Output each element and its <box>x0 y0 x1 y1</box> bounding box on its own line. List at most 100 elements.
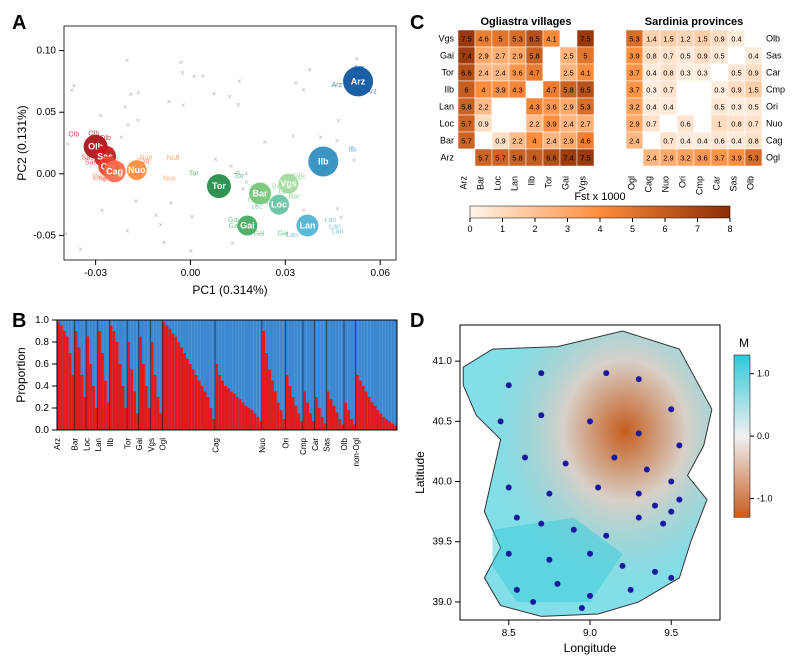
svg-text:×: × <box>200 72 205 81</box>
svg-text:0.6: 0.6 <box>714 136 724 145</box>
svg-text:4.6: 4.6 <box>580 136 590 145</box>
svg-text:3.6: 3.6 <box>546 102 556 111</box>
svg-text:×: × <box>123 103 128 112</box>
svg-text:×: × <box>169 199 174 208</box>
svg-text:Olb: Olb <box>766 34 780 44</box>
svg-text:PC2 (0.131%): PC2 (0.131%) <box>15 105 29 180</box>
svg-text:0.9: 0.9 <box>748 68 758 77</box>
svg-text:3.9: 3.9 <box>546 119 556 128</box>
svg-text:1.0: 1.0 <box>757 369 770 379</box>
svg-text:Olb: Olb <box>68 132 79 139</box>
svg-text:Vgs: Vgs <box>147 438 156 452</box>
svg-text:3.2: 3.2 <box>680 153 690 162</box>
svg-text:Cag: Cag <box>211 438 220 453</box>
svg-text:Proportion: Proportion <box>14 347 28 402</box>
svg-text:Lan: Lan <box>510 176 520 191</box>
svg-text:×: × <box>179 58 184 67</box>
svg-text:5: 5 <box>583 51 587 60</box>
svg-text:2.2: 2.2 <box>478 102 488 111</box>
svg-text:Olb: Olb <box>340 437 349 450</box>
svg-text:Arz: Arz <box>441 153 455 163</box>
svg-text:×: × <box>190 213 195 222</box>
svg-text:Tor: Tor <box>189 171 199 178</box>
svg-text:PC1 (0.314%): PC1 (0.314%) <box>192 283 267 297</box>
svg-text:0.8: 0.8 <box>663 68 673 77</box>
svg-text:Ogl: Ogl <box>627 176 637 190</box>
svg-text:×: × <box>244 170 249 179</box>
svg-text:0.4: 0.4 <box>663 102 673 111</box>
svg-text:Latitude: Latitude <box>413 451 427 494</box>
svg-text:Sas: Sas <box>766 51 782 61</box>
svg-text:7.5: 7.5 <box>461 34 471 43</box>
svg-text:0.00: 0.00 <box>181 268 201 279</box>
svg-text:39.5: 39.5 <box>433 537 453 548</box>
svg-text:Cag: Cag <box>644 176 654 193</box>
svg-text:0.5: 0.5 <box>680 51 690 60</box>
svg-text:0.5: 0.5 <box>714 51 724 60</box>
svg-text:9.5: 9.5 <box>664 628 678 639</box>
svg-text:0.7: 0.7 <box>748 119 758 128</box>
svg-text:6.6: 6.6 <box>546 153 556 162</box>
svg-text:2.5: 2.5 <box>563 68 573 77</box>
svg-text:7.4: 7.4 <box>563 153 573 162</box>
svg-text:Vgs: Vgs <box>578 176 588 192</box>
svg-text:-0.03: -0.03 <box>84 268 107 279</box>
svg-text:Lan: Lan <box>325 217 337 224</box>
svg-text:Nuo: Nuo <box>128 165 146 175</box>
svg-text:×: × <box>100 206 105 215</box>
svg-text:Vgs: Vgs <box>438 34 454 44</box>
svg-text:5.3: 5.3 <box>580 102 590 111</box>
svg-text:0.9: 0.9 <box>714 34 724 43</box>
panel-a-scatter: A -0.030.000.030.06-0.050.000.050.10PC1 … <box>12 12 402 302</box>
svg-text:39.0: 39.0 <box>433 597 453 608</box>
svg-text:Vgs: Vgs <box>280 179 297 189</box>
svg-text:0.9: 0.9 <box>731 85 741 94</box>
svg-text:0.0: 0.0 <box>757 431 770 441</box>
svg-text:Ori: Ori <box>282 438 291 449</box>
svg-text:1.2: 1.2 <box>680 34 690 43</box>
svg-text:0.4: 0.4 <box>680 136 690 145</box>
svg-text:Arz: Arz <box>53 438 62 450</box>
svg-text:Bar: Bar <box>476 176 486 190</box>
svg-text:Gai: Gai <box>135 438 144 451</box>
svg-text:Gai: Gai <box>440 51 454 61</box>
svg-text:×: × <box>65 140 70 149</box>
svg-text:×: × <box>126 120 131 129</box>
svg-text:5.7: 5.7 <box>478 153 488 162</box>
svg-text:×: × <box>154 211 159 220</box>
svg-text:Ogl: Ogl <box>766 153 780 163</box>
svg-text:Lan: Lan <box>332 229 344 236</box>
svg-text:Nuo: Nuo <box>661 176 671 193</box>
svg-text:2.7: 2.7 <box>580 119 590 128</box>
scatter-plot: -0.030.000.030.06-0.050.000.050.10PC1 (0… <box>12 12 402 302</box>
svg-text:0.5: 0.5 <box>714 102 724 111</box>
svg-text:×: × <box>128 90 133 99</box>
svg-text:×: × <box>64 229 69 238</box>
svg-text:2.2: 2.2 <box>529 119 539 128</box>
svg-text:0.4: 0.4 <box>731 34 741 43</box>
svg-text:40.0: 40.0 <box>433 477 453 488</box>
svg-text:2.4: 2.4 <box>478 68 488 77</box>
svg-text:1.5: 1.5 <box>663 34 673 43</box>
svg-text:5.8: 5.8 <box>563 85 573 94</box>
svg-text:0.9: 0.9 <box>478 119 488 128</box>
svg-text:6: 6 <box>532 153 536 162</box>
structure-plot: ArzBarLocLanIlbTorGaiVgsOglCagNuoOriCmpC… <box>12 310 402 490</box>
svg-text:1.0: 1.0 <box>35 315 49 326</box>
svg-text:3.9: 3.9 <box>629 51 639 60</box>
svg-text:×: × <box>354 54 359 63</box>
svg-text:×: × <box>212 89 217 98</box>
sardinia-map: 8.59.09.539.039.540.040.541.0LongitudeLa… <box>410 310 790 660</box>
svg-text:4.3: 4.3 <box>512 85 522 94</box>
svg-text:Loc: Loc <box>251 204 263 211</box>
svg-text:Arz: Arz <box>351 76 366 86</box>
svg-text:5: 5 <box>498 34 502 43</box>
svg-text:0.4: 0.4 <box>748 51 758 60</box>
svg-text:0.4: 0.4 <box>731 136 741 145</box>
svg-text:40.5: 40.5 <box>433 416 453 427</box>
svg-text:Ilb: Ilb <box>444 85 454 95</box>
svg-text:Ogliastra villages: Ogliastra villages <box>480 16 571 28</box>
svg-text:0: 0 <box>467 224 472 234</box>
svg-text:Nuo: Nuo <box>766 119 783 129</box>
svg-text:0.6: 0.6 <box>680 119 690 128</box>
